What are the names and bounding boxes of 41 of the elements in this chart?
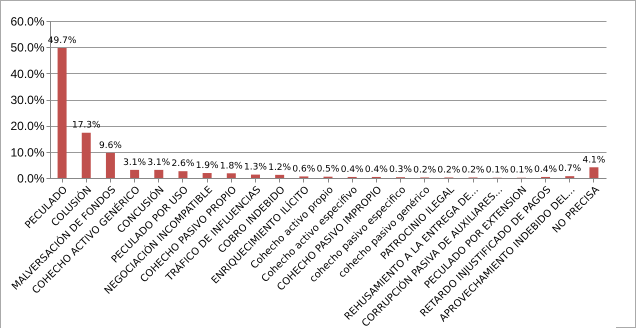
bar [82,132,91,178]
bar [178,171,188,178]
data-label: 0.2% [437,165,461,176]
data-label: 0.3% [389,165,412,176]
data-label: 3.1% [123,158,146,168]
data-label: 2.6% [172,159,195,170]
bar [154,170,164,178]
bar [226,173,236,178]
data-label: 49.7% [48,36,77,46]
y-tick-label: 50.0% [10,40,45,55]
data-label: 1.2% [268,162,292,173]
data-label: 0.1% [510,166,534,176]
data-label: 0.2% [462,165,485,176]
bar [130,170,140,178]
data-label: 0.6% [292,164,316,174]
bar [202,173,212,178]
y-tick-label: 60.0% [10,14,45,28]
data-label: 1.3% [244,162,268,173]
data-label: 0.1% [486,166,510,176]
data-label: 0.4% [534,164,558,175]
data-label: 0.2% [413,165,437,176]
bar [250,174,260,178]
y-tick-label: 30.0% [10,93,45,107]
data-label: 9.6% [98,140,122,151]
bar [58,48,67,178]
data-label: 1.9% [196,161,220,172]
bar [106,152,115,178]
y-tick-label: 10.0% [10,145,45,160]
y-tick-label: 40.0% [10,66,45,81]
data-label: 0.4% [340,164,364,175]
data-label: 0.5% [316,164,340,175]
data-label: 4.1% [582,155,606,166]
data-label: 3.1% [147,158,171,168]
data-label: 17.3% [72,120,102,131]
y-tick-label: 0.0% [17,172,45,186]
bar [275,174,284,178]
data-label: 1.8% [220,161,244,172]
y-tick-label: 20.0% [10,119,45,134]
data-label: 0.4% [364,164,388,175]
bar [589,167,598,178]
data-label: 0.7% [558,164,582,174]
